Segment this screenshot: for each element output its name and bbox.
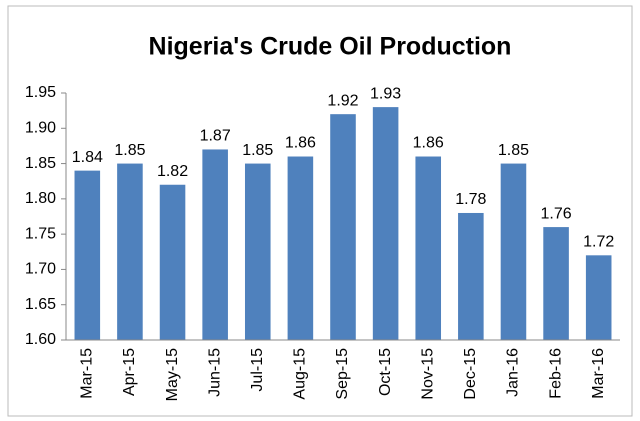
bar [117,163,143,340]
data-label: 1.92 [327,92,358,109]
data-label: 1.85 [242,142,273,159]
x-tick-label: Jul-15 [249,348,266,392]
bar [415,156,442,340]
y-tick-label: 1.65 [25,296,56,313]
x-tick-label: Sep-15 [334,348,351,400]
data-label: 1.86 [413,135,444,152]
data-label: 1.84 [72,149,103,166]
bar [244,163,271,340]
x-tick-label: Dec-15 [462,348,479,400]
y-tick-label: 1.70 [25,261,56,278]
data-label: 1.82 [157,163,188,180]
x-tick-label: Aug-15 [292,348,309,400]
y-tick-label: 1.80 [25,190,56,207]
data-label: 1.72 [583,234,614,251]
x-tick-label: Jun-15 [206,348,223,397]
y-tick-label: 1.85 [25,155,56,172]
x-tick-label: Feb-16 [547,348,564,399]
x-tick-label: Mar-15 [79,348,96,399]
y-tick-label: 1.75 [25,225,56,242]
bar [159,184,186,340]
data-label: 1.93 [370,85,401,102]
x-tick-label: Oct-15 [377,348,394,396]
data-label: 1.78 [455,191,486,208]
bar [330,114,356,341]
y-tick-label: 1.95 [25,84,56,101]
chart-title: Nigeria's Crude Oil Production [149,33,512,61]
bar [585,255,612,340]
bar [500,163,527,340]
x-tick-label: May-15 [164,348,181,401]
bar [287,156,314,340]
bar [543,227,569,340]
x-tick-label: Jan-16 [505,348,522,397]
x-tick-label: Mar-16 [590,348,607,399]
x-tick-label: Apr-15 [121,348,138,396]
bar [372,107,399,340]
data-label: 1.76 [541,205,572,222]
bar [74,170,101,340]
data-label: 1.87 [200,128,231,145]
x-tick-label: Nov-15 [419,348,436,400]
bar [458,212,484,340]
bar [202,149,228,340]
y-tick-label: 1.60 [25,331,56,348]
y-tick-label: 1.90 [25,120,56,137]
data-label: 1.85 [114,142,145,159]
data-label: 1.86 [285,135,316,152]
data-label: 1.85 [498,142,529,159]
chart-frame [7,5,633,417]
